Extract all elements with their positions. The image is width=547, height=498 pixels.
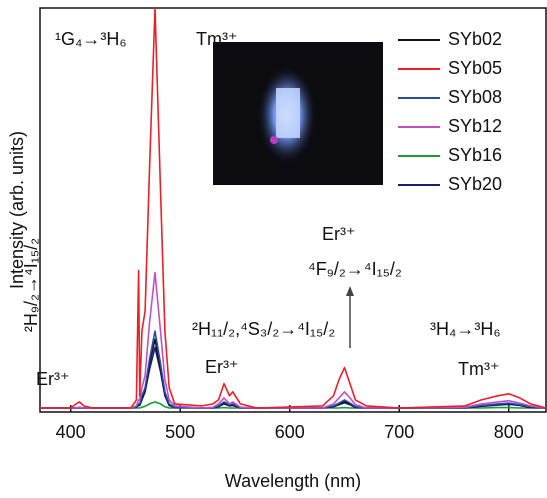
series-line xyxy=(40,271,547,409)
inset-spot xyxy=(270,136,278,144)
annotation: ¹G₄→³H₆ xyxy=(55,29,127,49)
x-tick-label: 400 xyxy=(56,422,86,442)
arrow-head xyxy=(346,286,354,296)
inset-crystal xyxy=(276,88,300,138)
legend-label: SYb16 xyxy=(448,145,502,165)
legend-label: SYb12 xyxy=(448,116,502,136)
legend-label: SYb05 xyxy=(448,58,502,78)
annotation: Tm³⁺ xyxy=(458,359,499,379)
annotation: Er³⁺ xyxy=(322,224,356,244)
annotation: Er³⁺ xyxy=(205,357,239,377)
plot-frame xyxy=(39,7,547,413)
y-axis-title: Intensity (arb. units) xyxy=(7,131,27,289)
annotation: ⁴F₉/₂→⁴I₁₅/₂ xyxy=(308,259,402,279)
legend-label: SYb20 xyxy=(448,174,502,194)
x-tick-label: 600 xyxy=(275,422,305,442)
x-tick-label: 500 xyxy=(165,422,195,442)
x-axis-title: Wavelength (nm) xyxy=(225,471,361,491)
legend-label: SYb08 xyxy=(448,87,502,107)
legend-label: SYb02 xyxy=(448,29,502,49)
series-line xyxy=(40,7,547,409)
x-tick-label: 700 xyxy=(384,422,414,442)
annotation: Tm³⁺ xyxy=(196,29,237,49)
annotation: ²H₉/₂→⁴I₁₅/₂ xyxy=(21,238,41,332)
annotation: ²H₁₁/₂,⁴S₃/₂→⁴I₁₅/₂ xyxy=(192,319,335,339)
annotation: ³H₄→³H₆ xyxy=(430,319,501,339)
annotation: Er³⁺ xyxy=(36,369,70,389)
x-tick-label: 800 xyxy=(494,422,524,442)
